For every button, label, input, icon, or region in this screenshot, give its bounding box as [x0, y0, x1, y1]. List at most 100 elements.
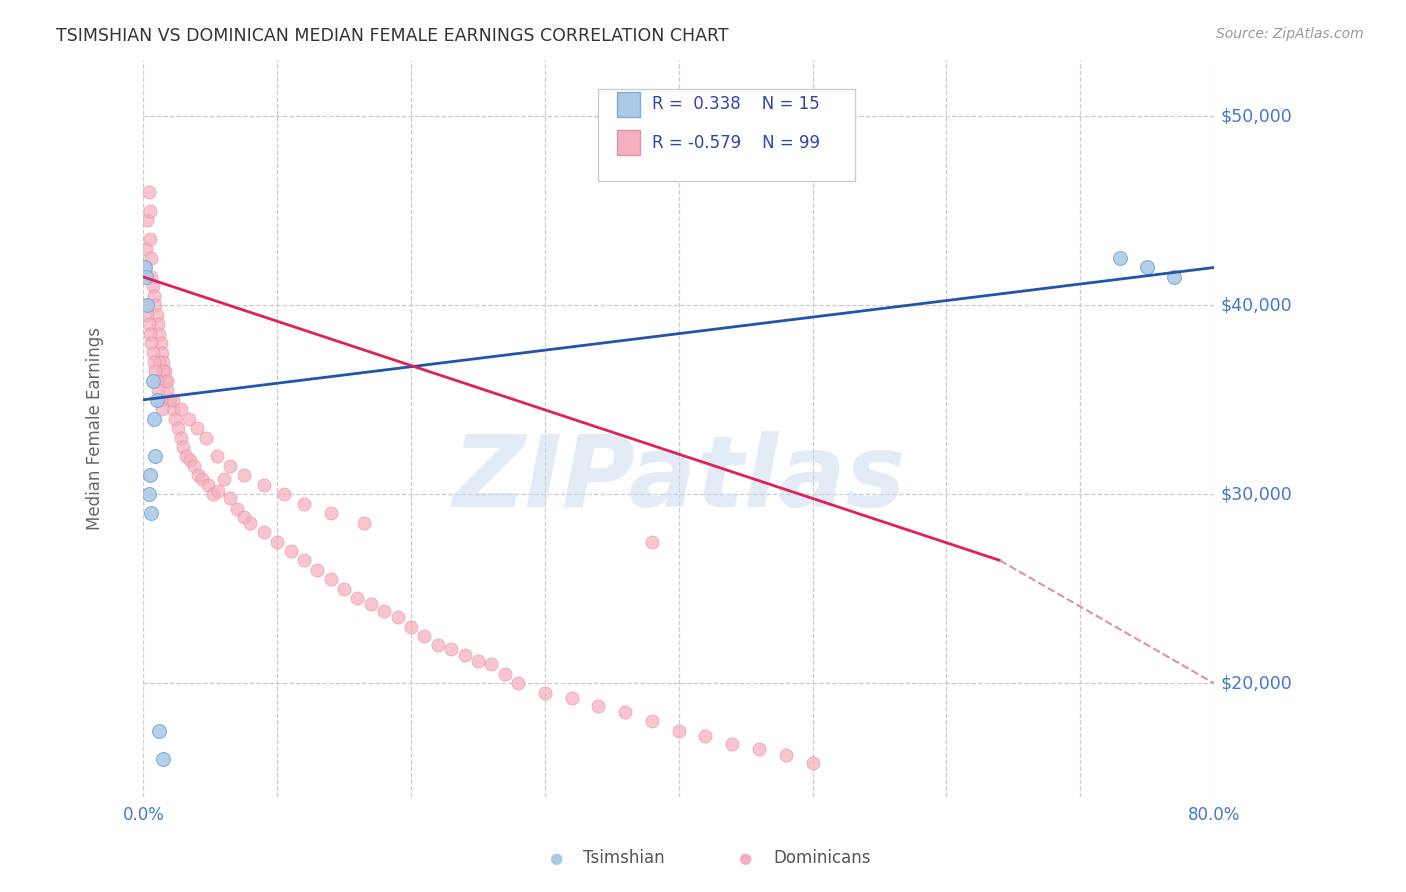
Point — [156, 374, 179, 388]
Point — [149, 392, 172, 407]
Point — [195, 431, 218, 445]
Point — [239, 516, 262, 530]
Point — [479, 657, 502, 672]
Point — [588, 698, 610, 713]
Point — [152, 752, 174, 766]
Point — [173, 440, 195, 454]
Point — [177, 411, 200, 425]
Point — [152, 364, 174, 378]
Point — [440, 642, 463, 657]
Point — [801, 756, 824, 770]
Point — [174, 450, 197, 464]
Point — [150, 345, 173, 359]
Point — [266, 534, 288, 549]
Point — [426, 639, 449, 653]
Point — [197, 478, 219, 492]
Text: $30,000: $30,000 — [1220, 485, 1292, 503]
Point — [219, 458, 242, 473]
Point — [145, 308, 167, 322]
Point — [534, 686, 557, 700]
Text: $40,000: $40,000 — [1220, 296, 1292, 314]
Point — [138, 185, 160, 199]
Point — [148, 355, 170, 369]
Point — [150, 402, 173, 417]
Point — [273, 487, 295, 501]
Point — [136, 213, 159, 227]
FancyBboxPatch shape — [599, 89, 855, 181]
Point — [142, 345, 165, 359]
Point — [156, 384, 179, 398]
Point — [494, 666, 516, 681]
Point — [167, 421, 190, 435]
Point — [373, 604, 395, 618]
Text: Median Female Earnings: Median Female Earnings — [86, 326, 104, 530]
FancyBboxPatch shape — [617, 130, 640, 155]
Point — [145, 374, 167, 388]
Point — [212, 472, 235, 486]
Point — [226, 502, 249, 516]
Point — [142, 374, 165, 388]
Point — [143, 355, 166, 369]
Text: Dominicans: Dominicans — [773, 849, 870, 867]
Point — [668, 723, 690, 738]
Point — [145, 450, 167, 464]
Point — [399, 619, 422, 633]
Point — [207, 483, 229, 498]
Point — [353, 516, 375, 530]
Point — [333, 582, 356, 596]
Point — [159, 392, 181, 407]
Point — [165, 411, 187, 425]
Point — [319, 572, 342, 586]
Point — [614, 705, 637, 719]
Point — [145, 392, 167, 407]
Point — [143, 411, 166, 425]
Point — [775, 748, 797, 763]
Text: $20,000: $20,000 — [1220, 674, 1292, 692]
Point — [641, 534, 664, 549]
Point — [135, 242, 157, 256]
Point — [136, 298, 159, 312]
Text: R =  0.338    N = 15: R = 0.338 N = 15 — [652, 95, 820, 113]
Point — [148, 723, 170, 738]
Point — [1109, 251, 1132, 265]
Point — [153, 364, 176, 378]
Point — [346, 591, 368, 606]
Point — [141, 336, 163, 351]
Point — [141, 269, 163, 284]
Point — [143, 289, 166, 303]
Point — [191, 472, 214, 486]
Point — [135, 298, 157, 312]
Point — [152, 355, 174, 369]
Point — [146, 317, 169, 331]
Point — [1163, 269, 1185, 284]
Point — [292, 553, 315, 567]
Point — [1136, 260, 1159, 275]
Point — [232, 510, 254, 524]
Point — [319, 506, 342, 520]
Point — [292, 497, 315, 511]
Point — [205, 450, 228, 464]
Point — [201, 487, 224, 501]
Point — [467, 654, 489, 668]
Point — [135, 269, 157, 284]
Point — [232, 468, 254, 483]
Text: R = -0.579    N = 99: R = -0.579 N = 99 — [652, 134, 820, 152]
Point — [453, 648, 475, 662]
Text: 80.0%: 80.0% — [1188, 806, 1240, 824]
Point — [170, 431, 193, 445]
Point — [183, 458, 205, 473]
Point — [186, 421, 208, 435]
Text: $50,000: $50,000 — [1220, 107, 1292, 125]
Point — [139, 232, 162, 246]
Point — [721, 737, 744, 751]
Point — [162, 392, 184, 407]
Point — [413, 629, 436, 643]
Point — [179, 453, 201, 467]
Point — [139, 203, 162, 218]
Point — [506, 676, 529, 690]
Point — [146, 384, 169, 398]
Text: Tsimshian: Tsimshian — [583, 849, 665, 867]
Point — [145, 364, 167, 378]
Point — [748, 742, 770, 756]
Point — [387, 610, 409, 624]
